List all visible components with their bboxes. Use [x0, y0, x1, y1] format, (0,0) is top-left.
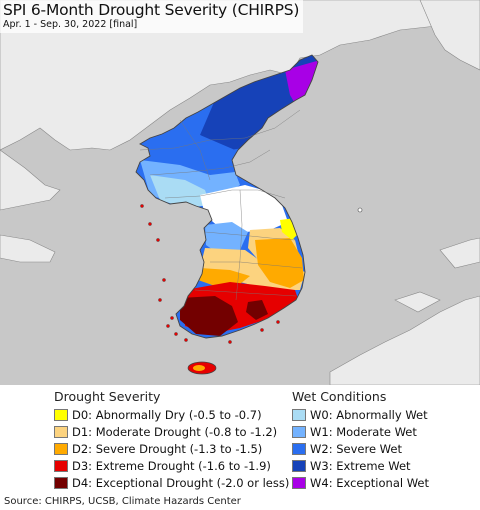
- island-ulleungdo: [357, 207, 363, 213]
- islet: [148, 222, 152, 226]
- province-boundary: [210, 261, 303, 269]
- region-exceptional-drought-south: [246, 300, 268, 320]
- province-boundary: [164, 189, 286, 199]
- legend-label-w1: W1: Moderate Wet: [310, 424, 417, 439]
- map-area: SPI 6-Month Drought Severity (CHIRPS) Ap…: [0, 0, 480, 385]
- legend-label-d0: D0: Abnormally Dry (-0.5 to -0.7): [72, 407, 262, 422]
- legend-label-d2: D2: Severe Drought (-1.3 to -1.5): [72, 441, 263, 456]
- region-normal: [200, 185, 288, 232]
- legend-swatch-w0: [292, 408, 306, 421]
- islet: [166, 324, 170, 328]
- island-jeju-center: [193, 365, 205, 371]
- islet: [260, 328, 264, 332]
- drought-legend-heading: Drought Severity: [54, 389, 161, 404]
- islands: [140, 204, 363, 375]
- province-boundary: [149, 149, 271, 176]
- map-title: SPI 6-Month Drought Severity (CHIRPS): [3, 1, 300, 19]
- islet: [170, 316, 174, 320]
- islet: [156, 238, 160, 242]
- legend-item-w1: W1: Moderate Wet: [292, 423, 429, 440]
- region-severe-drought-east: [255, 238, 304, 288]
- legend-label-w4: W4: Exceptional Wet: [310, 475, 429, 490]
- region-abnormally-wet: [150, 175, 210, 208]
- region-moderate-wet-seoul: [205, 222, 248, 255]
- region-exceptional-drought-southwest: [180, 296, 238, 336]
- peninsula-outline: [135, 54, 319, 339]
- outside-land-shape: [0, 234, 56, 263]
- legend-swatch-d4: [54, 476, 68, 489]
- outside-land-shape: [439, 237, 480, 269]
- legend-item-d0: D0: Abnormally Dry (-0.5 to -0.7): [54, 406, 289, 423]
- source-note: Source: CHIRPS, UCSB, Climate Hazards Ce…: [4, 496, 241, 507]
- legend-swatch-w1: [292, 425, 306, 438]
- outside-land-shape: [0, 149, 61, 211]
- province-boundary: [194, 289, 297, 297]
- province-boundary: [139, 109, 301, 151]
- province-boundary: [235, 189, 243, 301]
- islet: [184, 338, 188, 342]
- legend-swatch-w2: [292, 442, 306, 455]
- islet: [162, 278, 166, 282]
- islet: [228, 340, 232, 344]
- wet-legend: Wet Conditions W0: Abnormally Wet W1: Mo…: [292, 389, 429, 491]
- title-box: SPI 6-Month Drought Severity (CHIRPS) Ap…: [0, 0, 304, 33]
- legend-label-d1: D1: Moderate Drought (-0.8 to -1.2): [72, 424, 278, 439]
- legend-label-w0: W0: Abnormally Wet: [310, 407, 428, 422]
- legend-item-d3: D3: Extreme Drought (-1.6 to -1.9): [54, 457, 289, 474]
- legend-swatch-d1: [54, 425, 68, 438]
- outside-land-shape: [419, 0, 480, 71]
- legend-item-d1: D1: Moderate Drought (-0.8 to -1.2): [54, 423, 289, 440]
- map-subtitle: Apr. 1 - Sep. 30, 2022 [final]: [3, 19, 138, 30]
- legend-swatch-w4: [292, 476, 306, 489]
- legend-item-w2: W2: Severe Wet: [292, 440, 429, 457]
- legend-swatch-d3: [54, 459, 68, 472]
- legend-label-d4: D4: Exceptional Drought (-2.0 or less): [72, 475, 290, 490]
- admin-boundaries: [135, 54, 319, 339]
- outside-land-shape: [394, 291, 441, 313]
- legend: Drought Severity D0: Abnormally Dry (-0.…: [0, 385, 480, 495]
- legend-label-w3: W3: Extreme Wet: [310, 458, 411, 473]
- province-boundary: [204, 231, 296, 241]
- islet: [140, 204, 144, 208]
- outside-land-shape: [0, 0, 480, 151]
- drought-map: [0, 0, 480, 385]
- legend-label-w2: W2: Severe Wet: [310, 441, 402, 456]
- drought-legend: Drought Severity D0: Abnormally Dry (-0.…: [54, 389, 289, 491]
- legend-item-d2: D2: Severe Drought (-1.3 to -1.5): [54, 440, 289, 457]
- outside-land-shape: [329, 295, 480, 385]
- legend-item-d4: D4: Exceptional Drought (-2.0 or less): [54, 474, 289, 491]
- legend-item-w0: W0: Abnormally Wet: [292, 406, 429, 423]
- province-boundary: [179, 119, 211, 181]
- legend-swatch-d2: [54, 442, 68, 455]
- legend-item-w3: W3: Extreme Wet: [292, 457, 429, 474]
- islet: [158, 298, 162, 302]
- wet-legend-heading: Wet Conditions: [292, 389, 387, 404]
- islet: [174, 332, 178, 336]
- region-severe-drought-west: [198, 268, 250, 286]
- surrounding-land: [0, 0, 480, 385]
- legend-swatch-d0: [54, 408, 68, 421]
- legend-label-d3: D3: Extreme Drought (-1.6 to -1.9): [72, 458, 271, 473]
- legend-item-w4: W4: Exceptional Wet: [292, 474, 429, 491]
- legend-swatch-w3: [292, 459, 306, 472]
- islet: [276, 320, 280, 324]
